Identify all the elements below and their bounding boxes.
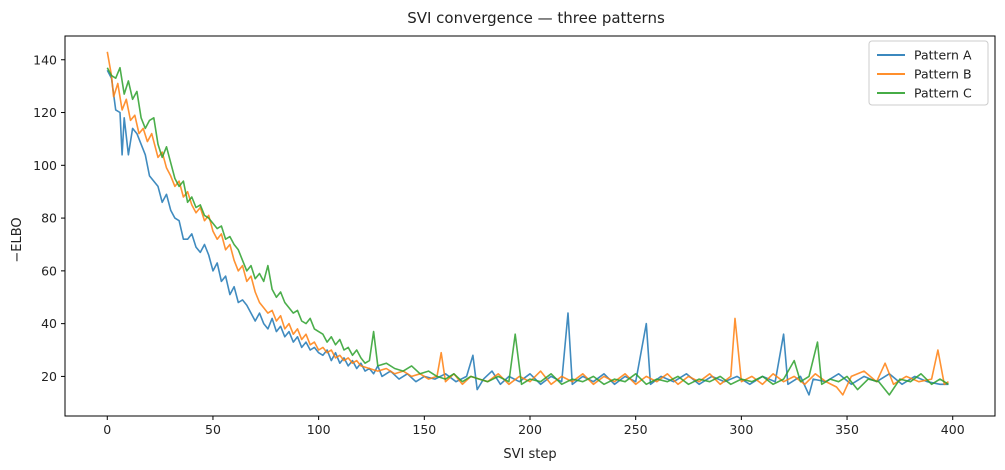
series-line-2 xyxy=(106,51,949,396)
x-tick-label: 150 xyxy=(412,422,436,437)
x-axis-label: SVI step xyxy=(503,447,556,462)
axes: 0 50 100 150 200 250 300 350 400 20 40 60 80 100 120 14… xyxy=(33,35,996,437)
y-tick-label: 20 xyxy=(41,369,57,384)
x-tick-label: 250 xyxy=(624,422,648,437)
y-tick-label: 100 xyxy=(33,158,57,173)
legend-box xyxy=(868,40,989,106)
x-tick-label: 400 xyxy=(941,422,965,437)
x-tick-label: 0 xyxy=(103,422,111,437)
x-tick-label: 200 xyxy=(518,422,542,437)
legend-label: Pattern B xyxy=(914,67,972,82)
x-tick-label: 50 xyxy=(205,422,221,437)
chart-title: SVI convergence — three patterns xyxy=(407,9,665,27)
y-tick-label: 40 xyxy=(41,316,57,331)
legend: Pattern A Pattern B Pattern C xyxy=(868,40,989,106)
y-tick-label: 60 xyxy=(41,263,57,278)
x-tick-label: 350 xyxy=(835,422,859,437)
legend-label: Pattern A xyxy=(914,48,972,63)
y-tick-label: 140 xyxy=(33,52,57,67)
y-tick-label: 80 xyxy=(41,211,57,226)
y-axis-label: −ELBO xyxy=(10,217,25,262)
y-tick-label: 120 xyxy=(33,105,57,120)
legend-label: Pattern C xyxy=(914,86,972,101)
x-tick-label: 100 xyxy=(307,422,331,437)
series-line-3 xyxy=(106,66,949,396)
plot-area xyxy=(106,51,949,396)
x-tick-label: 300 xyxy=(729,422,753,437)
